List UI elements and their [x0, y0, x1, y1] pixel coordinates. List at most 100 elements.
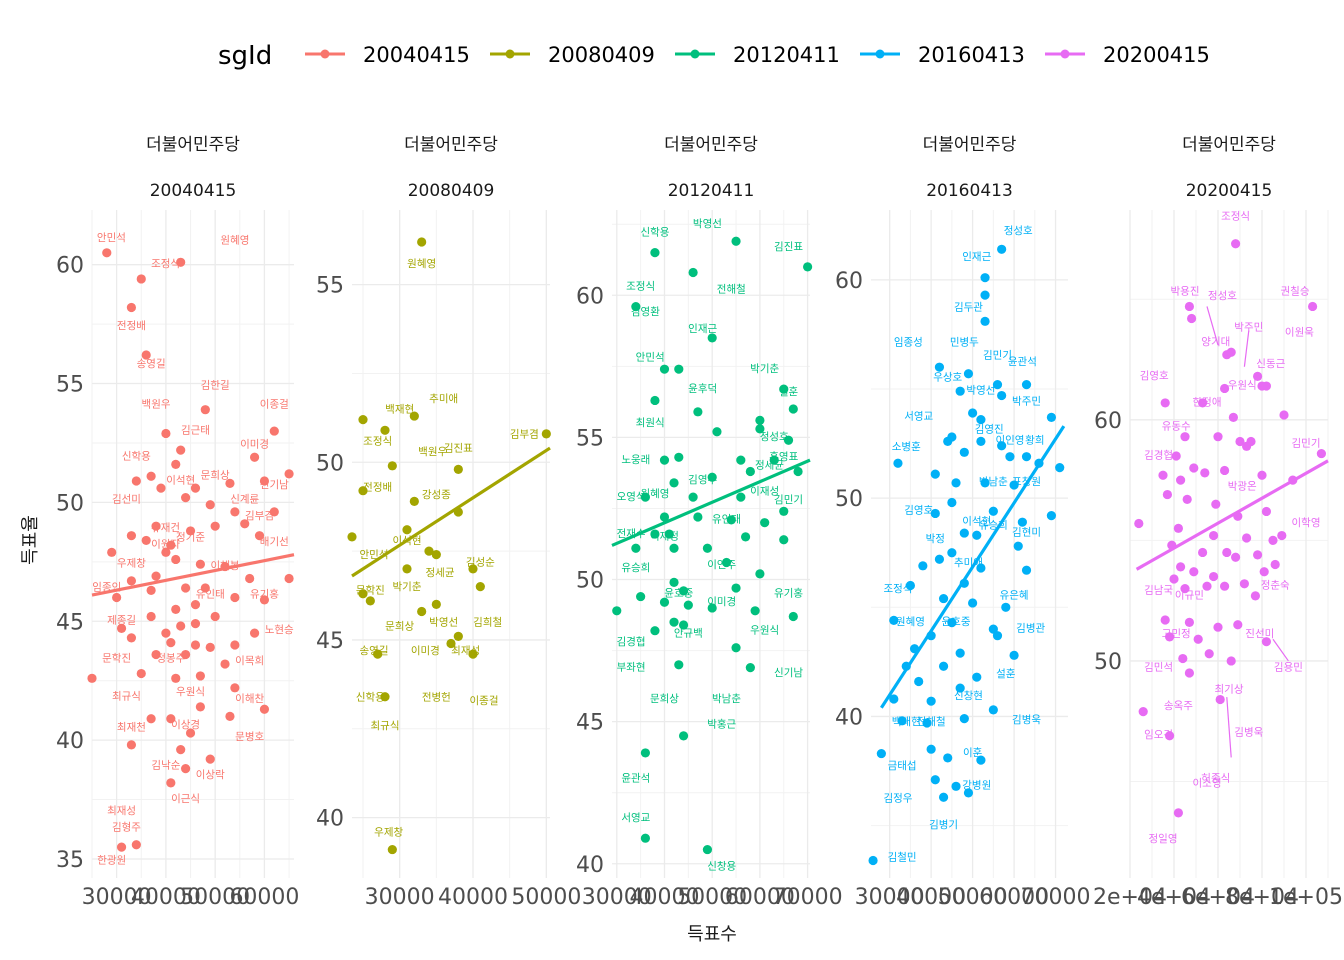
point-label: 김진표: [444, 443, 473, 455]
data-point: [997, 390, 1007, 401]
data-point: [650, 395, 660, 406]
x-tick-label: 70000: [1021, 885, 1091, 910]
data-point: [131, 476, 141, 486]
data-point: [976, 436, 986, 446]
point-label: 신학용: [122, 451, 151, 463]
point-label: 이해찬: [235, 692, 264, 705]
point-label: 우제창: [117, 558, 146, 570]
data-point: [659, 512, 670, 522]
data-point: [254, 531, 265, 541]
data-point: [181, 493, 191, 503]
data-point: [650, 626, 660, 636]
point-label: 유승희: [621, 562, 650, 574]
point-label: 송옥주: [1164, 700, 1193, 712]
point-label: 이재정: [650, 531, 679, 543]
data-point: [1198, 398, 1208, 408]
panel-title-date: 20080409: [408, 181, 495, 201]
point-label: 윤후덕: [688, 383, 717, 395]
point-label: 김진표: [774, 241, 803, 253]
data-point: [190, 619, 201, 629]
point-label: 유기홍: [774, 587, 803, 600]
panel-title-party: 더불어민주당: [923, 135, 1017, 155]
point-label: 이상락: [196, 769, 225, 781]
y-tick-label: 35: [56, 848, 84, 873]
label-connector: [1206, 306, 1219, 346]
data-point: [402, 564, 412, 574]
data-point: [959, 447, 969, 457]
data-point: [893, 458, 903, 468]
point-label: 김용민: [1274, 662, 1303, 674]
point-label: 김부겸: [245, 510, 274, 522]
point-label: 박영선: [693, 218, 722, 230]
data-point: [1189, 463, 1199, 473]
data-point: [225, 711, 235, 721]
x-tick-label: 40000: [896, 885, 966, 910]
data-point: [1253, 550, 1263, 560]
data-point: [951, 478, 961, 488]
data-point: [1268, 535, 1278, 545]
point-label: 정성호: [760, 431, 789, 443]
data-point: [889, 615, 899, 626]
data-point: [1198, 547, 1208, 558]
point-label: 백재현: [892, 716, 921, 728]
data-point: [190, 600, 201, 610]
y-tick-label: 60: [56, 254, 84, 279]
panel-title-date: 20120411: [668, 181, 755, 201]
point-label: 김현미: [1012, 526, 1041, 538]
point-label: 부좌현: [617, 661, 646, 673]
data-point: [176, 445, 186, 455]
point-label: 정기준: [176, 531, 205, 543]
data-point: [195, 559, 205, 569]
points: [1134, 239, 1326, 818]
point-label: 강병원: [962, 779, 991, 791]
data-point: [959, 714, 969, 724]
point-label: 안민석: [636, 352, 665, 364]
point-label: 조정식: [883, 583, 912, 595]
y-tick-label: 45: [56, 610, 84, 635]
point-label: 전해철: [717, 282, 746, 295]
data-point: [930, 775, 940, 785]
data-point: [171, 604, 181, 614]
data-point: [1158, 470, 1168, 480]
data-point: [102, 248, 112, 258]
point-label: 진선미: [1245, 628, 1274, 640]
data-point: [161, 428, 171, 439]
point-label: 박남춘: [712, 693, 741, 705]
point-label: 박기춘: [750, 363, 779, 375]
data-point: [424, 546, 434, 556]
data-point: [146, 611, 156, 622]
point-label: 유승희: [979, 520, 1008, 532]
data-point: [195, 702, 205, 712]
data-point: [740, 532, 751, 542]
data-point: [1184, 668, 1194, 678]
data-point: [284, 573, 294, 584]
data-point: [968, 598, 978, 608]
data-point: [230, 592, 240, 603]
data-point: [126, 576, 137, 586]
data-point: [779, 535, 789, 545]
data-point: [980, 273, 990, 283]
point-label: 임오경: [1144, 728, 1173, 741]
y-tick-label: 40: [835, 705, 863, 730]
y-tick-label: 60: [576, 284, 604, 309]
data-point: [387, 461, 397, 471]
point-label: 권칠승: [1281, 285, 1310, 297]
data-point: [161, 628, 171, 638]
point-label: 이미경: [240, 438, 269, 451]
data-point: [1239, 579, 1249, 589]
point-label: 신학용: [640, 227, 669, 239]
data-point: [980, 478, 990, 488]
data-point: [195, 671, 205, 681]
data-point: [1178, 653, 1188, 664]
data-point: [151, 649, 161, 660]
data-point: [779, 384, 789, 394]
point-label: 고민정: [1162, 628, 1191, 640]
point-label: 최원식: [636, 417, 665, 429]
legend: sgId 20040415 20080409 20120411 20160413 202…: [218, 41, 1210, 71]
data-point: [1200, 468, 1210, 478]
data-point: [669, 577, 679, 587]
point-label: 정봉주: [156, 653, 185, 665]
point-label: 이상경: [171, 718, 200, 731]
